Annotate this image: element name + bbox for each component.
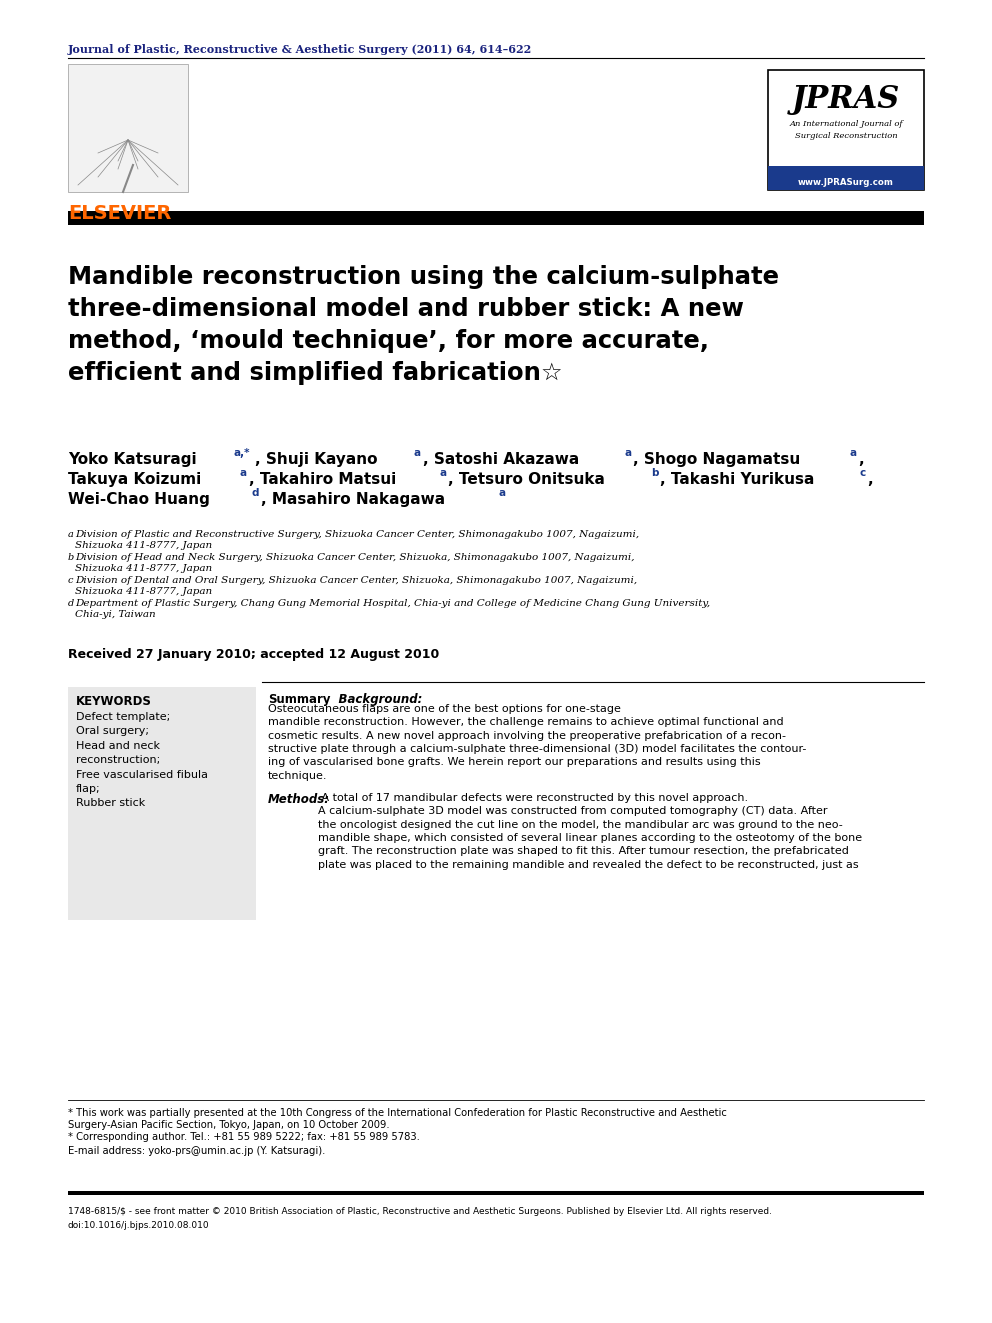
Text: Yoko Katsuragi: Yoko Katsuragi [68,452,196,467]
Text: www.JPRASurg.com: www.JPRASurg.com [798,179,894,187]
Bar [68,1191,924,1195]
Text: d: d [68,599,74,609]
Text: Division of Plastic and Reconstructive Surgery, Shizuoka Cancer Center, Shimonag: Division of Plastic and Reconstructive S… [75,531,639,550]
Text: , Takahiro Matsui: , Takahiro Matsui [249,472,397,487]
Bar [68,64,188,192]
Text: , Shogo Nagamatsu: , Shogo Nagamatsu [633,452,801,467]
Text: Osteocutaneous flaps are one of the best options for one-stage
mandible reconstr: Osteocutaneous flaps are one of the best… [268,704,806,781]
Text: KEYWORDS: KEYWORDS [76,695,152,708]
Text: * Corresponding author. Tel.: +81 55 989 5222; fax: +81 55 989 5783.: * Corresponding author. Tel.: +81 55 989… [68,1132,420,1142]
Text: a: a [68,531,73,538]
Text: Background:: Background: [322,693,423,706]
Text: ,: , [858,452,864,467]
Text: Surgical Reconstruction: Surgical Reconstruction [795,132,898,140]
Text: ELSEVIER: ELSEVIER [68,204,172,224]
Text: , Satoshi Akazawa: , Satoshi Akazawa [423,452,578,467]
Text: Takuya Koizumi: Takuya Koizumi [68,472,201,487]
Text: Department of Plastic Surgery, Chang Gung Memorial Hospital, Chia-yi and College: Department of Plastic Surgery, Chang Gun… [75,599,710,619]
Text: E-mail address: yoko-prs@umin.ac.jp (Y. Katsuragi).: E-mail address: yoko-prs@umin.ac.jp (Y. … [68,1146,325,1156]
Text: Methods:: Methods: [268,792,330,806]
Text: , Shuji Kayano: , Shuji Kayano [255,452,378,467]
Text: Division of Dental and Oral Surgery, Shizuoka Cancer Center, Shizuoka, Shimonaga: Division of Dental and Oral Surgery, Shi… [75,576,637,595]
Text: b: b [651,468,659,478]
Text: , Takashi Yurikusa: , Takashi Yurikusa [661,472,814,487]
Text: * This work was partially presented at the 10th Congress of the International Co: * This work was partially presented at t… [68,1107,727,1130]
Text: a: a [498,488,506,497]
Text: a: a [240,468,247,478]
Text: a,*: a,* [234,448,250,458]
Text: Defect template;
Oral surgery;
Head and neck
reconstruction;
Free vascularised f: Defect template; Oral surgery; Head and … [76,712,208,808]
Bar [768,70,924,191]
Text: JPRAS: JPRAS [792,83,900,115]
Text: c: c [860,468,866,478]
Text: Division of Head and Neck Surgery, Shizuoka Cancer Center, Shizuoka, Shimonagaku: Division of Head and Neck Surgery, Shizu… [75,553,635,573]
Text: c: c [68,576,73,585]
Text: Received 27 January 2010; accepted 12 August 2010: Received 27 January 2010; accepted 12 Au… [68,648,439,662]
Text: a: a [414,448,421,458]
Text: Summary: Summary [268,693,330,706]
Text: b: b [68,553,74,562]
Bar [68,687,256,919]
Text: A total of 17 mandibular defects were reconstructed by this novel approach.
A ca: A total of 17 mandibular defects were re… [318,792,862,869]
Text: An International Journal of: An International Journal of [790,120,903,128]
Bar [68,210,924,225]
Text: Journal of Plastic, Reconstructive & Aesthetic Surgery (2011) 64, 614–622: Journal of Plastic, Reconstructive & Aes… [68,44,533,56]
Text: a: a [849,448,856,458]
Text: ,: , [868,472,873,487]
Text: , Tetsuro Onitsuka: , Tetsuro Onitsuka [448,472,605,487]
Text: a: a [439,468,446,478]
Text: doi:10.1016/j.bjps.2010.08.010: doi:10.1016/j.bjps.2010.08.010 [68,1221,209,1230]
Text: Mandible reconstruction using the calcium-sulphate
three-dimensional model and r: Mandible reconstruction using the calciu… [68,265,779,385]
Text: Wei-Chao Huang: Wei-Chao Huang [68,492,210,507]
Text: 1748-6815/$ - see front matter © 2010 British Association of Plastic, Reconstruc: 1748-6815/$ - see front matter © 2010 Br… [68,1207,772,1216]
Bar [768,165,924,191]
Text: d: d [251,488,259,497]
Text: , Masahiro Nakagawa: , Masahiro Nakagawa [261,492,444,507]
Text: a: a [624,448,631,458]
